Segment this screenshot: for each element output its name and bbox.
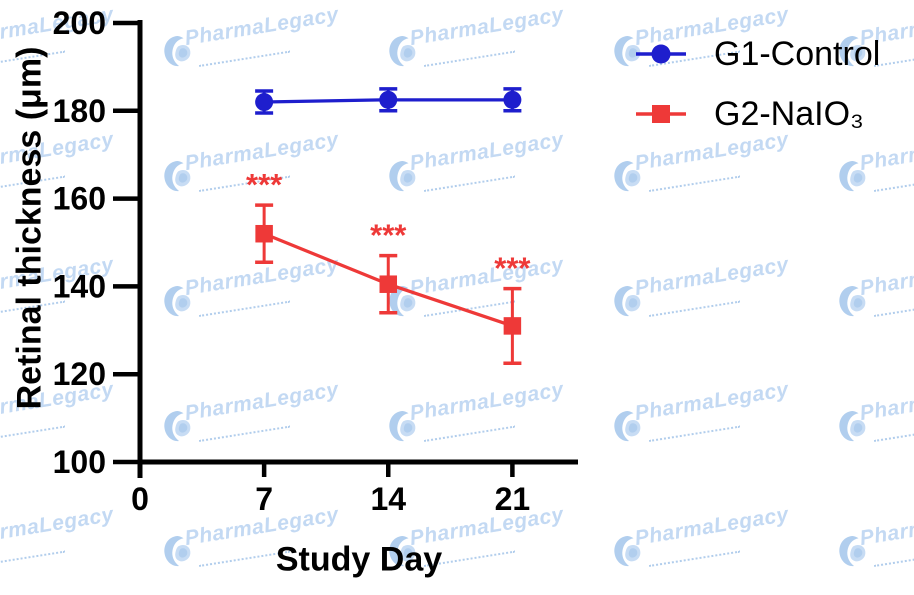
- pharmalegacy-logo-icon: [164, 160, 191, 192]
- watermark: PharmaLegacy: [163, 128, 381, 218]
- watermark: PharmaLegacy: [613, 253, 831, 343]
- data-point: [255, 224, 273, 243]
- pharmalegacy-logo-icon: [614, 35, 641, 67]
- watermark: PharmaLegacy: [613, 378, 831, 468]
- pharmalegacy-logo-icon: [614, 410, 641, 442]
- x-axis-title: Study Day: [275, 540, 443, 579]
- pharmalegacy-logo-icon: [389, 285, 416, 317]
- y-axis-title: Retinal thickness (μm): [10, 46, 49, 410]
- pharmalegacy-logo-icon: [164, 410, 191, 442]
- x-tick-label: 7: [255, 481, 273, 517]
- watermark: PharmaLegacy: [388, 128, 606, 218]
- y-tick-label: 120: [53, 356, 106, 392]
- legend-label: G2-NaIO₃: [714, 94, 864, 133]
- pharmalegacy-logo-icon: [164, 285, 191, 317]
- x-tick-label: 0: [131, 481, 149, 517]
- pharmalegacy-logo-icon: [839, 535, 866, 567]
- watermark: PharmaLegacy: [388, 503, 606, 593]
- watermark: PharmaLegacy: [163, 503, 381, 593]
- pharmalegacy-logo-icon: [389, 160, 416, 192]
- significance-label: ***: [494, 251, 531, 286]
- pharmalegacy-logo-icon: [839, 285, 866, 317]
- legend-item: G2-NaIO₃: [630, 90, 880, 138]
- y-tick-label: 100: [53, 444, 106, 480]
- y-tick-label: 200: [53, 5, 106, 41]
- circle-marker-icon: [636, 44, 686, 64]
- x-tick-label: 14: [370, 481, 406, 517]
- pharmalegacy-logo-icon: [614, 160, 641, 192]
- data-point: [255, 93, 274, 112]
- watermark: PharmaLegacy: [613, 128, 831, 218]
- pharmalegacy-logo-icon: [164, 535, 191, 567]
- y-tick-label: 180: [53, 93, 106, 129]
- data-point: [503, 317, 522, 335]
- watermark: PharmaLegacy: [613, 3, 831, 93]
- watermark: PharmaLegacy: [388, 3, 606, 93]
- pharmalegacy-logo-icon: [164, 35, 191, 67]
- significance-label: ***: [246, 167, 283, 202]
- data-point: [503, 90, 522, 109]
- pharmalegacy-logo-icon: [839, 160, 866, 192]
- legend-item: G1-Control: [630, 30, 880, 78]
- y-tick-label: 160: [53, 181, 106, 217]
- watermark: PharmaLegacy: [388, 253, 606, 343]
- watermark: PharmaLegacy: [163, 3, 381, 93]
- significance-label: ***: [370, 218, 407, 253]
- pharmalegacy-logo-icon: [389, 410, 416, 442]
- pharmalegacy-logo-icon: [839, 410, 866, 442]
- watermark: PharmaLegacy: [388, 378, 606, 468]
- y-tick-label: 140: [53, 268, 106, 304]
- pharmalegacy-logo-icon: [614, 285, 641, 317]
- legend-label: G1-Control: [714, 34, 881, 73]
- watermark: PharmaLegacy: [838, 128, 914, 218]
- legend: G1-Control G2-NaIO₃: [630, 30, 880, 150]
- square-marker-icon: [636, 105, 686, 123]
- watermark: PharmaLegacy: [163, 378, 381, 468]
- watermark: PharmaLegacy: [163, 253, 381, 343]
- pharmalegacy-logo-icon: [614, 535, 641, 567]
- watermark: PharmaLegacy: [838, 3, 914, 93]
- watermark: PharmaLegacy: [613, 503, 831, 593]
- pharmalegacy-logo-icon: [839, 35, 866, 67]
- pharmalegacy-logo-icon: [389, 535, 416, 567]
- watermark: PharmaLegacy: [838, 253, 914, 343]
- x-tick-label: 21: [495, 481, 531, 517]
- pharmalegacy-logo-icon: [389, 35, 416, 67]
- watermark: PharmaLegacy: [838, 378, 914, 468]
- data-point: [379, 275, 398, 293]
- data-point: [379, 90, 398, 109]
- watermark: PharmaLegacy: [838, 503, 914, 593]
